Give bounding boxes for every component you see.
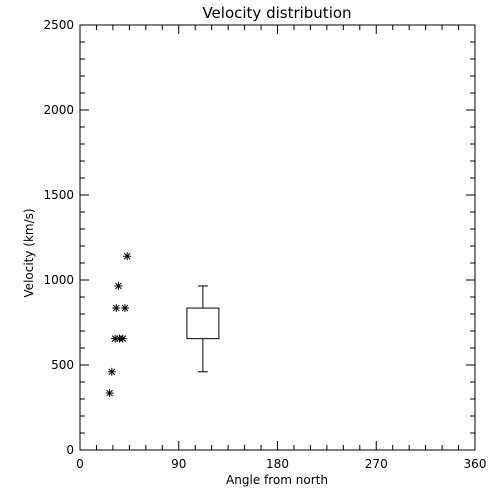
asterisk-stroke <box>112 304 120 312</box>
y-axis-label: Velocity (km/s) <box>22 208 36 297</box>
data-marks <box>105 252 220 398</box>
scatter-point <box>105 389 114 398</box>
chart-title: Velocity distribution <box>202 4 351 22</box>
x-tick-label: 0 <box>76 457 84 471</box>
scatter-point <box>120 304 129 313</box>
asterisk-stroke <box>121 304 129 312</box>
asterisk-stroke <box>119 335 127 343</box>
x-tick-label: 270 <box>365 457 388 471</box>
y-tick-label: 500 <box>51 358 74 372</box>
asterisk-stroke <box>106 389 113 397</box>
plot-frame <box>79 24 476 451</box>
scatter-point <box>123 252 132 261</box>
y-axis-label-group: Velocity (km/s) <box>22 208 36 297</box>
y-tick-label: 1500 <box>43 188 74 202</box>
y-tick-label: 2500 <box>43 18 74 32</box>
box-body <box>186 307 220 340</box>
y-tick-label: 1000 <box>43 273 74 287</box>
asterisk-stroke <box>108 368 116 376</box>
x-tick-label: 90 <box>171 457 186 471</box>
box-plot <box>186 285 220 373</box>
axis-ticks: 0 500 1000 1500 2000 2500 0 90 180 270 360 <box>43 18 486 471</box>
y-tick-label: 0 <box>66 443 74 457</box>
y-tick-label: 2000 <box>43 103 74 117</box>
x-tick-label: 360 <box>464 457 487 471</box>
scatter-point <box>112 304 121 313</box>
x-tick-label: 180 <box>266 457 289 471</box>
asterisk-stroke <box>115 282 122 290</box>
scatter-point <box>118 334 127 343</box>
scatter-point <box>114 281 123 290</box>
asterisk-stroke <box>123 252 131 260</box>
scatter-point <box>107 367 116 376</box>
x-axis-label: Angle from north <box>226 473 328 487</box>
